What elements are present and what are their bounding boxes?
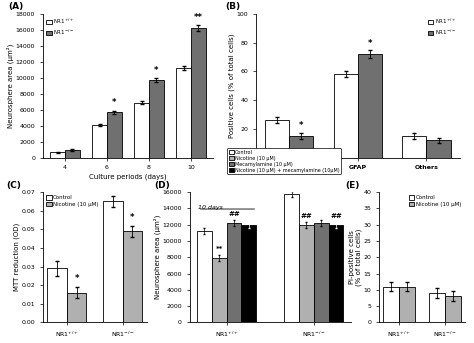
Y-axis label: MTT reduction (OD): MTT reduction (OD) (13, 223, 20, 291)
Text: *: * (74, 274, 79, 283)
Bar (427, 141, 450, 158)
Bar (358, 54, 382, 158)
Bar (107, 112, 122, 158)
Bar (149, 80, 164, 158)
Bar (123, 231, 142, 322)
Bar (428, 293, 445, 322)
Text: (B): (B) (226, 2, 240, 11)
Bar (67, 293, 86, 322)
Text: 10 days: 10 days (198, 205, 222, 210)
Text: **: ** (194, 13, 203, 22)
Y-axis label: Pi-positive cells
(% of total cells): Pi-positive cells (% of total cells) (349, 228, 362, 286)
Y-axis label: Neurosphere area (μm²): Neurosphere area (μm²) (7, 44, 14, 128)
Legend: Control, Nicotine (10 μM): Control, Nicotine (10 μM) (408, 195, 462, 207)
Bar (383, 287, 399, 322)
Bar (103, 201, 123, 322)
Bar (92, 125, 107, 158)
Bar (445, 296, 461, 322)
Legend: NR1$^{+/+}$, NR1$^{-/-}$: NR1$^{+/+}$, NR1$^{-/-}$ (46, 16, 75, 37)
Text: *: * (299, 121, 303, 130)
Bar (227, 223, 241, 322)
X-axis label: Culture periods (days): Culture periods (days) (89, 173, 167, 180)
Y-axis label: Neurosphere area (μm²): Neurosphere area (μm²) (154, 215, 161, 299)
Bar (197, 231, 212, 322)
Bar (47, 269, 67, 322)
Bar (50, 152, 65, 158)
Text: *: * (368, 38, 372, 48)
Text: *: * (154, 66, 158, 75)
Text: (E): (E) (345, 181, 359, 190)
Y-axis label: Positive cells (% of total cells): Positive cells (% of total cells) (229, 34, 235, 138)
Bar (289, 136, 313, 158)
Text: ##: ## (228, 211, 240, 217)
Text: *: * (112, 98, 117, 107)
Bar (265, 120, 289, 158)
Bar (176, 68, 191, 158)
Bar (212, 258, 227, 322)
Bar (399, 287, 415, 322)
Bar (402, 136, 427, 158)
Text: **: ** (216, 246, 223, 252)
Bar (284, 194, 299, 322)
Text: ##: ## (330, 213, 342, 218)
Text: (C): (C) (6, 181, 21, 190)
Legend: Control, Nicotine (10 μM), Mecamylamine (10 μM), Nicotine (10 μM) + mecamylamine: Control, Nicotine (10 μM), Mecamylamine … (228, 149, 341, 174)
Bar (299, 225, 314, 322)
Text: (D): (D) (154, 181, 170, 190)
Bar (328, 225, 344, 322)
Bar (241, 225, 256, 322)
Bar (191, 28, 206, 158)
Legend: Control, Nicotine (10 μM): Control, Nicotine (10 μM) (46, 195, 99, 207)
Text: (A): (A) (9, 2, 24, 11)
Bar (314, 223, 328, 322)
Bar (134, 103, 149, 158)
Text: ##: ## (301, 213, 312, 218)
Bar (65, 150, 80, 158)
Legend: NR1$^{+/+}$, NR1$^{-/-}$: NR1$^{+/+}$, NR1$^{-/-}$ (428, 16, 457, 37)
Bar (334, 74, 358, 158)
Text: *: * (130, 213, 135, 222)
